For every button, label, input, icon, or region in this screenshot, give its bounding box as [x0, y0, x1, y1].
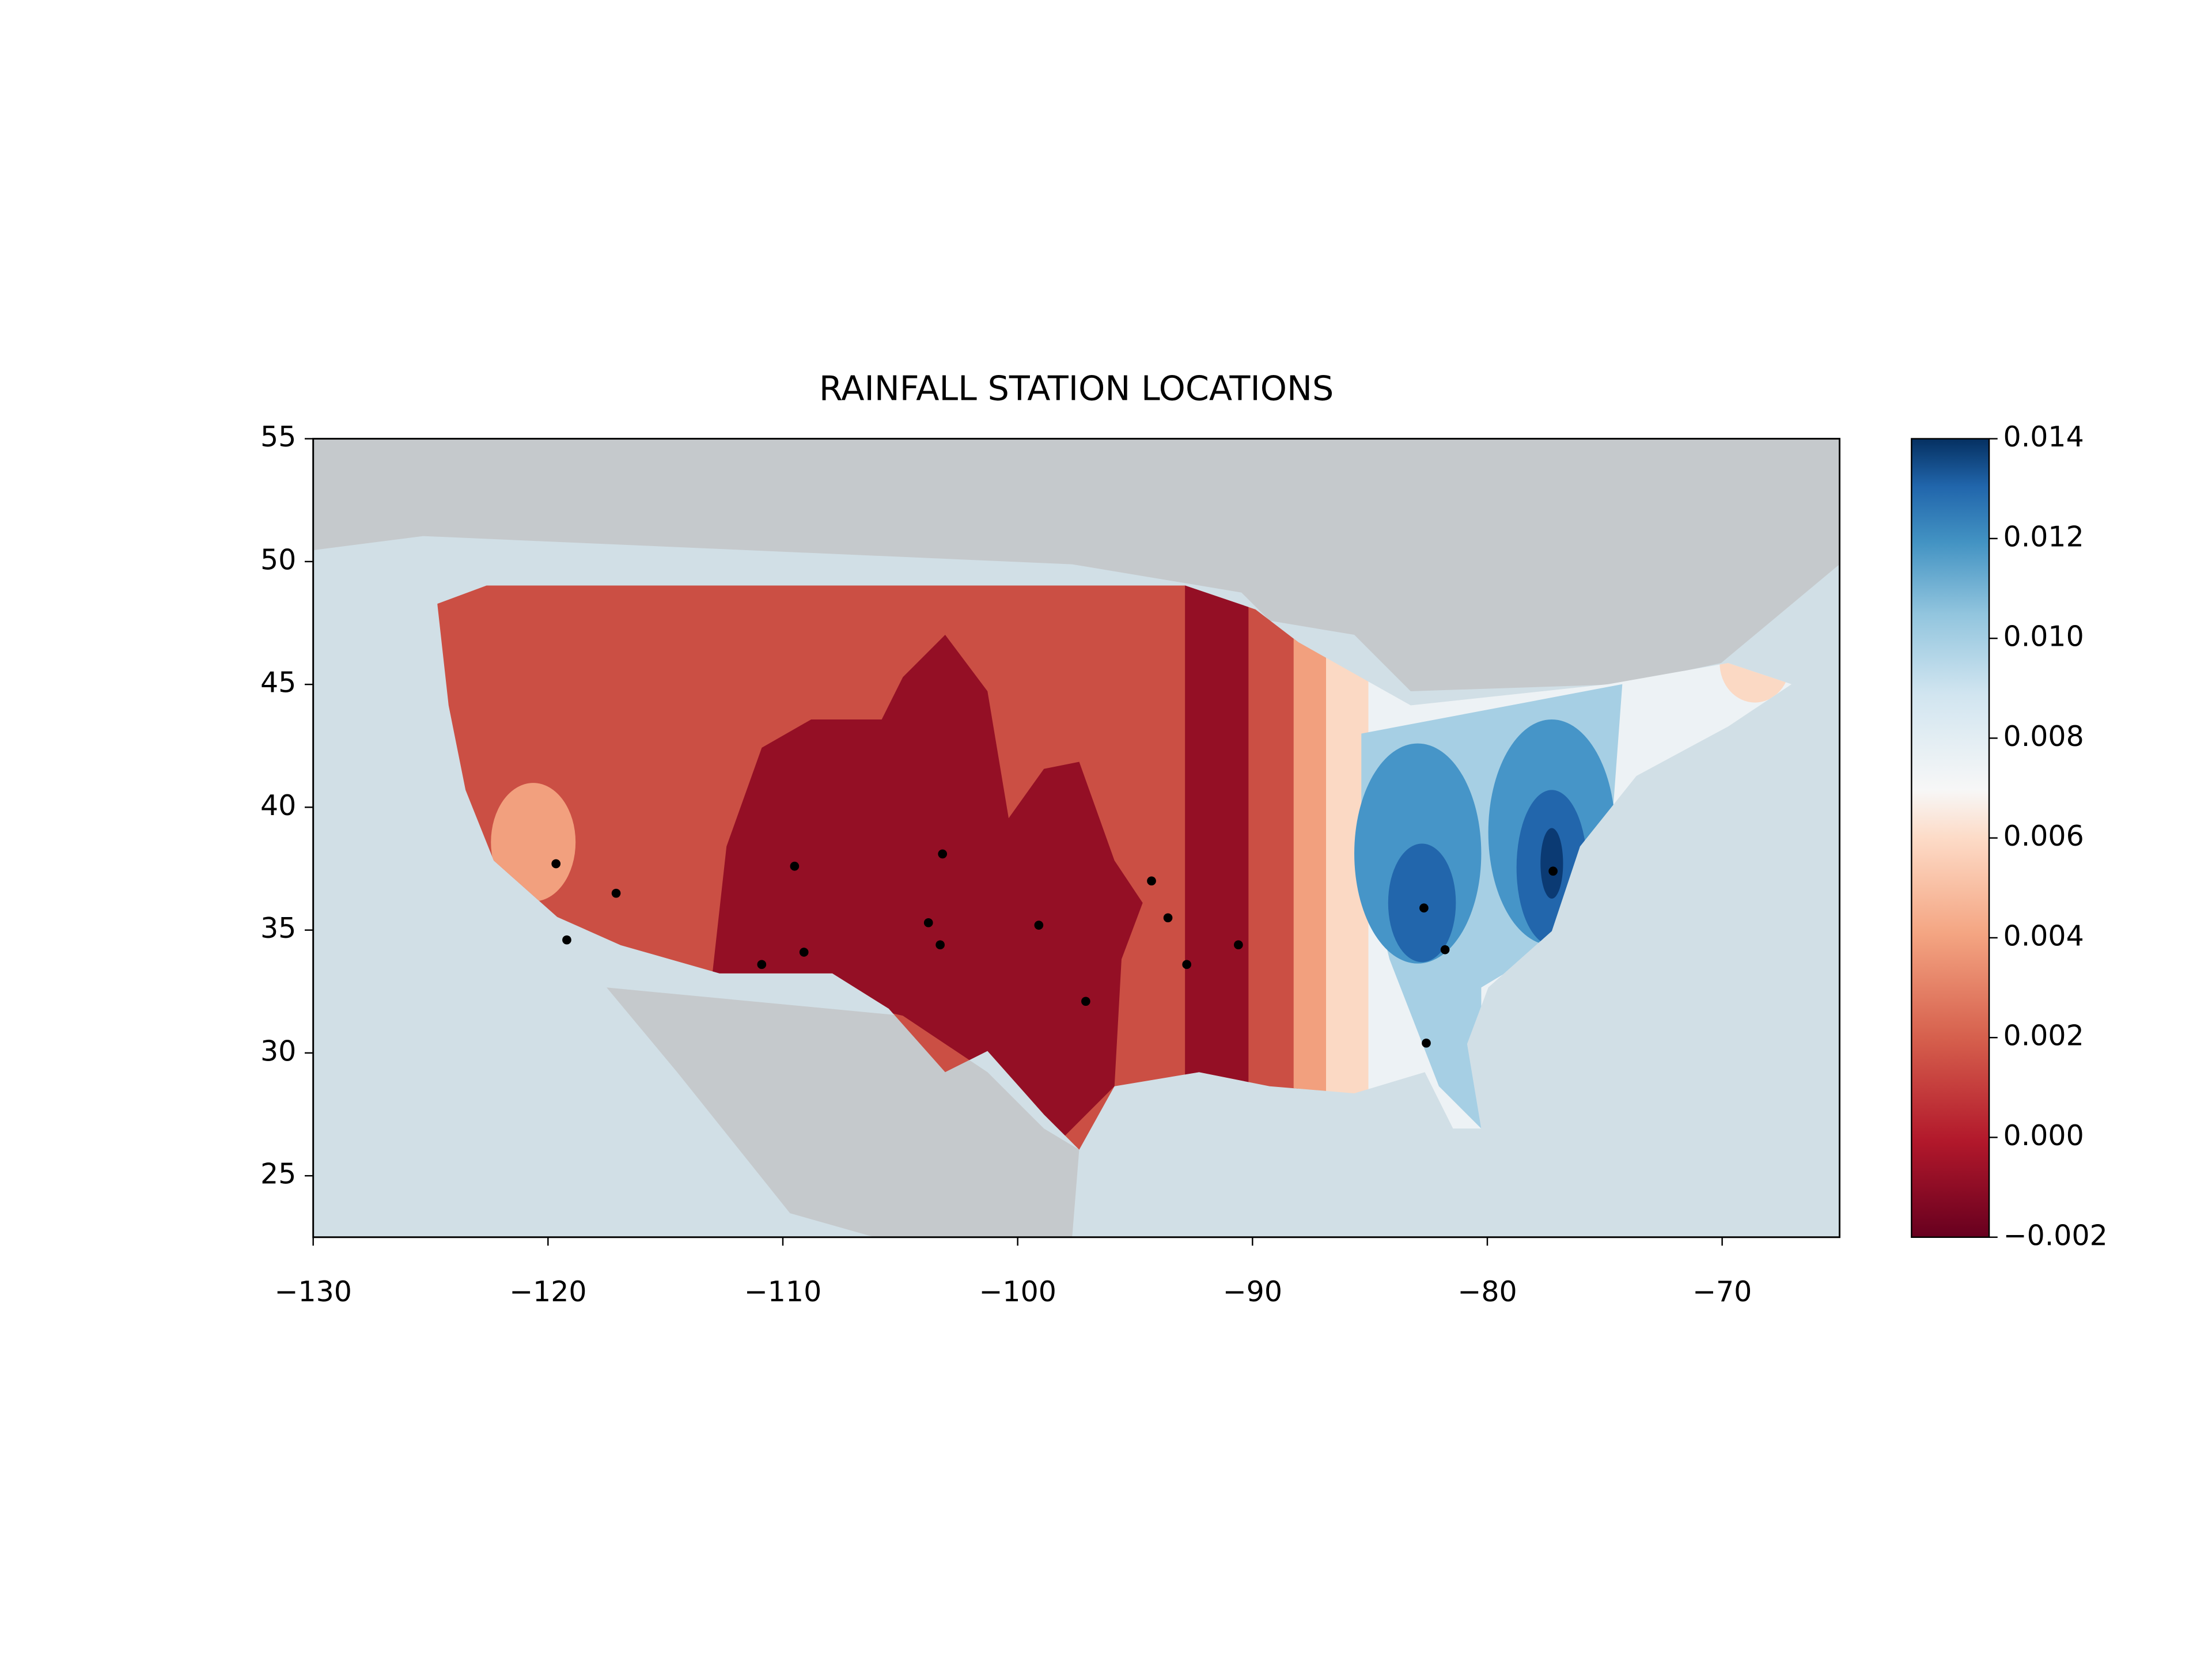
station-point [1548, 866, 1558, 876]
station-point [938, 849, 948, 859]
station-point [1440, 945, 1450, 955]
station-point [799, 948, 809, 957]
canada [313, 438, 1840, 691]
mexico [607, 987, 1080, 1237]
station-point [551, 859, 561, 869]
y-tick-label: 30 [260, 1035, 296, 1067]
y-tick-label: 45 [260, 666, 296, 699]
station-point [1163, 913, 1173, 923]
station-point [1034, 921, 1044, 930]
colorbar-tick-label: 0.010 [2003, 620, 2084, 653]
station-point [1234, 940, 1243, 950]
colorbar-tick-label: −0.002 [2003, 1219, 2108, 1252]
y-tick-label: 35 [260, 912, 296, 945]
station-point [611, 888, 621, 898]
axes-frame [312, 438, 1840, 1238]
station-point [923, 918, 933, 927]
station-point [1081, 997, 1090, 1006]
station-point [757, 960, 767, 969]
x-tick-label: −80 [1457, 1275, 1517, 1308]
station-point [935, 940, 945, 950]
x-tick-label: −120 [509, 1275, 587, 1308]
colorbar-tick-label: 0.004 [2003, 919, 2084, 952]
colorbar [1911, 438, 1990, 1238]
y-tick-label: 40 [260, 789, 296, 822]
x-tick-label: −100 [979, 1275, 1056, 1308]
y-tick-label: 55 [260, 421, 296, 453]
station-point [790, 861, 800, 871]
colorbar-tick-label: 0.014 [2003, 421, 2084, 453]
map-layer [313, 438, 1840, 1237]
chart-title: RAINFALL STATION LOCATIONS [819, 368, 1334, 408]
x-tick-label: −110 [744, 1275, 822, 1308]
colorbar-tick-label: 0.002 [2003, 1020, 2084, 1052]
station-point [562, 935, 571, 945]
station-point [1147, 876, 1156, 886]
x-tick-label: −130 [274, 1275, 352, 1308]
colorbar-tick-label: 0.006 [2003, 820, 2084, 853]
colorbar-tick-label: 0.000 [2003, 1119, 2084, 1152]
y-tick-label: 50 [260, 543, 296, 576]
y-tick-label: 25 [260, 1158, 296, 1191]
station-point [1419, 903, 1429, 913]
station-point [1422, 1038, 1431, 1048]
x-tick-label: −90 [1223, 1275, 1282, 1308]
colorbar-tick-label: 0.008 [2003, 720, 2084, 753]
station-point [1182, 960, 1192, 969]
x-tick-label: −70 [1692, 1275, 1752, 1308]
colorbar-tick-label: 0.012 [2003, 520, 2084, 553]
